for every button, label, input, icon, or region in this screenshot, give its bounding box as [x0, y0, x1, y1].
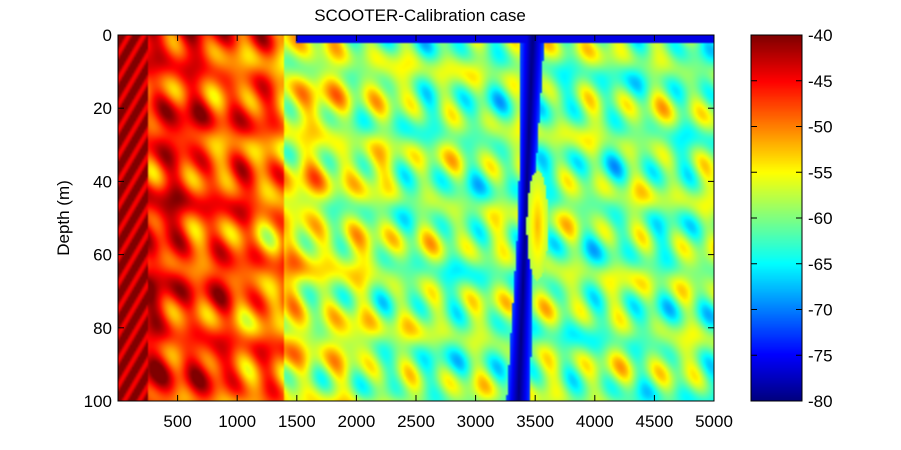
x-tick-label: 2500 [397, 412, 435, 431]
colorbar-tick-label: -60 [808, 209, 833, 228]
colorbar-tick-label: -75 [808, 346, 833, 365]
x-tick-label: 2000 [337, 412, 375, 431]
x-tick-label: 4000 [576, 412, 614, 431]
plot-area [118, 35, 714, 401]
heatmap-image [118, 35, 714, 401]
y-tick-label: 0 [103, 26, 112, 45]
colorbar-tick-label: -45 [808, 72, 833, 91]
y-axis-label: Depth (m) [54, 180, 73, 256]
colorbar-tick-label: -50 [808, 118, 833, 137]
colorbar: -40 -45 -50 -55 -60 -65 -70 -75 -80 [750, 26, 833, 411]
x-tick-label: 3000 [457, 412, 495, 431]
chart-title: SCOOTER-Calibration case [314, 6, 526, 25]
y-tick-label: 40 [93, 172, 112, 191]
colorbar-gradient [751, 35, 802, 401]
y-tick-label: 80 [93, 319, 112, 338]
colorbar-tick-label: -55 [808, 163, 833, 182]
y-tick-label: 20 [93, 99, 112, 118]
colorbar-tick-label: -80 [808, 392, 833, 411]
colorbar-tick-label: -65 [808, 255, 833, 274]
x-tick-label: 500 [163, 412, 191, 431]
y-axis-ticks: 0 20 40 60 80 100 [84, 26, 714, 411]
colorbar-tick-label: -70 [808, 301, 833, 320]
y-tick-label: 60 [93, 246, 112, 265]
x-tick-label: 1000 [218, 412, 256, 431]
x-tick-label: 5000 [695, 412, 733, 431]
colorbar-tick-label: -40 [808, 26, 833, 45]
colorbar-ticks: -40 -45 -50 -55 -60 -65 -70 -75 -80 [751, 26, 833, 411]
y-tick-label: 100 [84, 392, 112, 411]
x-tick-label: 1500 [278, 412, 316, 431]
x-tick-label: 4500 [635, 412, 673, 431]
x-axis-ticks: 500 1000 1500 2000 2500 3000 3500 4000 4500 5000 [163, 35, 733, 431]
x-tick-label: 3500 [516, 412, 554, 431]
